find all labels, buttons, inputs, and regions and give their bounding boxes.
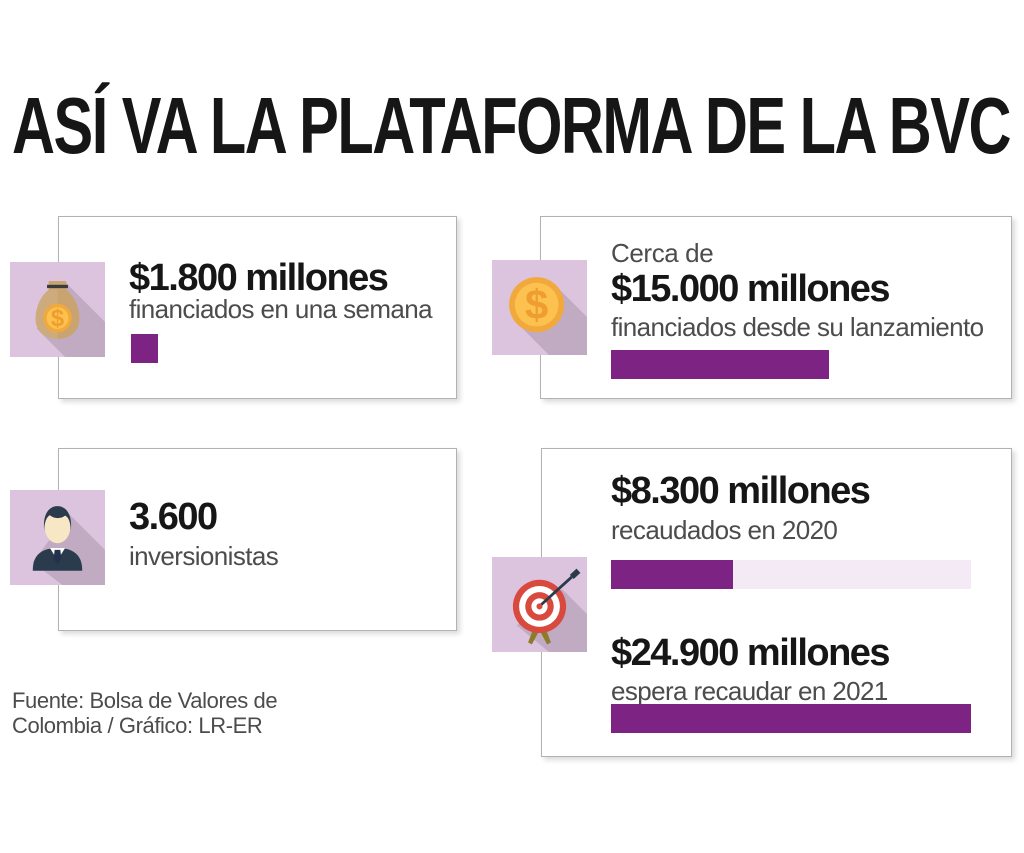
- launch-intro: Cerca de: [611, 238, 714, 268]
- expected-2021-caption: espera recaudar en 2021: [611, 676, 888, 706]
- collected-2020-caption: recaudados en 2020: [611, 515, 838, 545]
- launch-value: $15.000 millones: [611, 268, 891, 310]
- source-line-2: Colombia / Gráfico: LR-ER: [12, 713, 263, 738]
- investors-value: 3.600: [129, 496, 218, 538]
- week-bar: [131, 334, 158, 363]
- card-launch: Cerca de $15.000 millones financiados de…: [540, 216, 1012, 399]
- week-caption: financiados en una semana: [129, 294, 433, 324]
- businessman-icon: [10, 490, 105, 585]
- launch-bar: [611, 350, 829, 379]
- card-week: $1.800 millones financiados en una seman…: [58, 216, 457, 399]
- launch-bar-track: [611, 350, 971, 379]
- money-bag-icon: $: [10, 262, 105, 357]
- target-icon: [492, 557, 587, 652]
- launch-caption: financiados desde su lanzamiento: [611, 312, 984, 342]
- investors-caption: inversionistas: [129, 541, 279, 571]
- week-bar-track: [131, 334, 491, 363]
- expected-2021-bar-track: [611, 704, 971, 733]
- svg-text:$: $: [525, 281, 548, 328]
- source-credit: Fuente: Bolsa de Valores de Colombia / G…: [12, 688, 278, 738]
- page-title: ASÍ VA LA PLATAFORMA DE LA BVC: [12, 81, 1011, 170]
- card-investors: 3.600 inversionistas: [58, 448, 457, 631]
- dollar-coin-icon: $: [492, 260, 587, 355]
- week-value: $1.800 millones: [129, 257, 389, 299]
- expected-2021-value: $24.900 millones: [611, 632, 891, 674]
- svg-text:$: $: [51, 305, 64, 332]
- collected-2020-bar: [611, 560, 734, 589]
- collected-2020-value: $8.300 millones: [611, 470, 871, 512]
- collected-2020-bar-track: [611, 560, 971, 589]
- source-line-1: Fuente: Bolsa de Valores de: [12, 688, 278, 713]
- expected-2021-bar: [611, 704, 971, 733]
- card-target: $8.300 millones recaudados en 2020 $24.9…: [541, 448, 1012, 757]
